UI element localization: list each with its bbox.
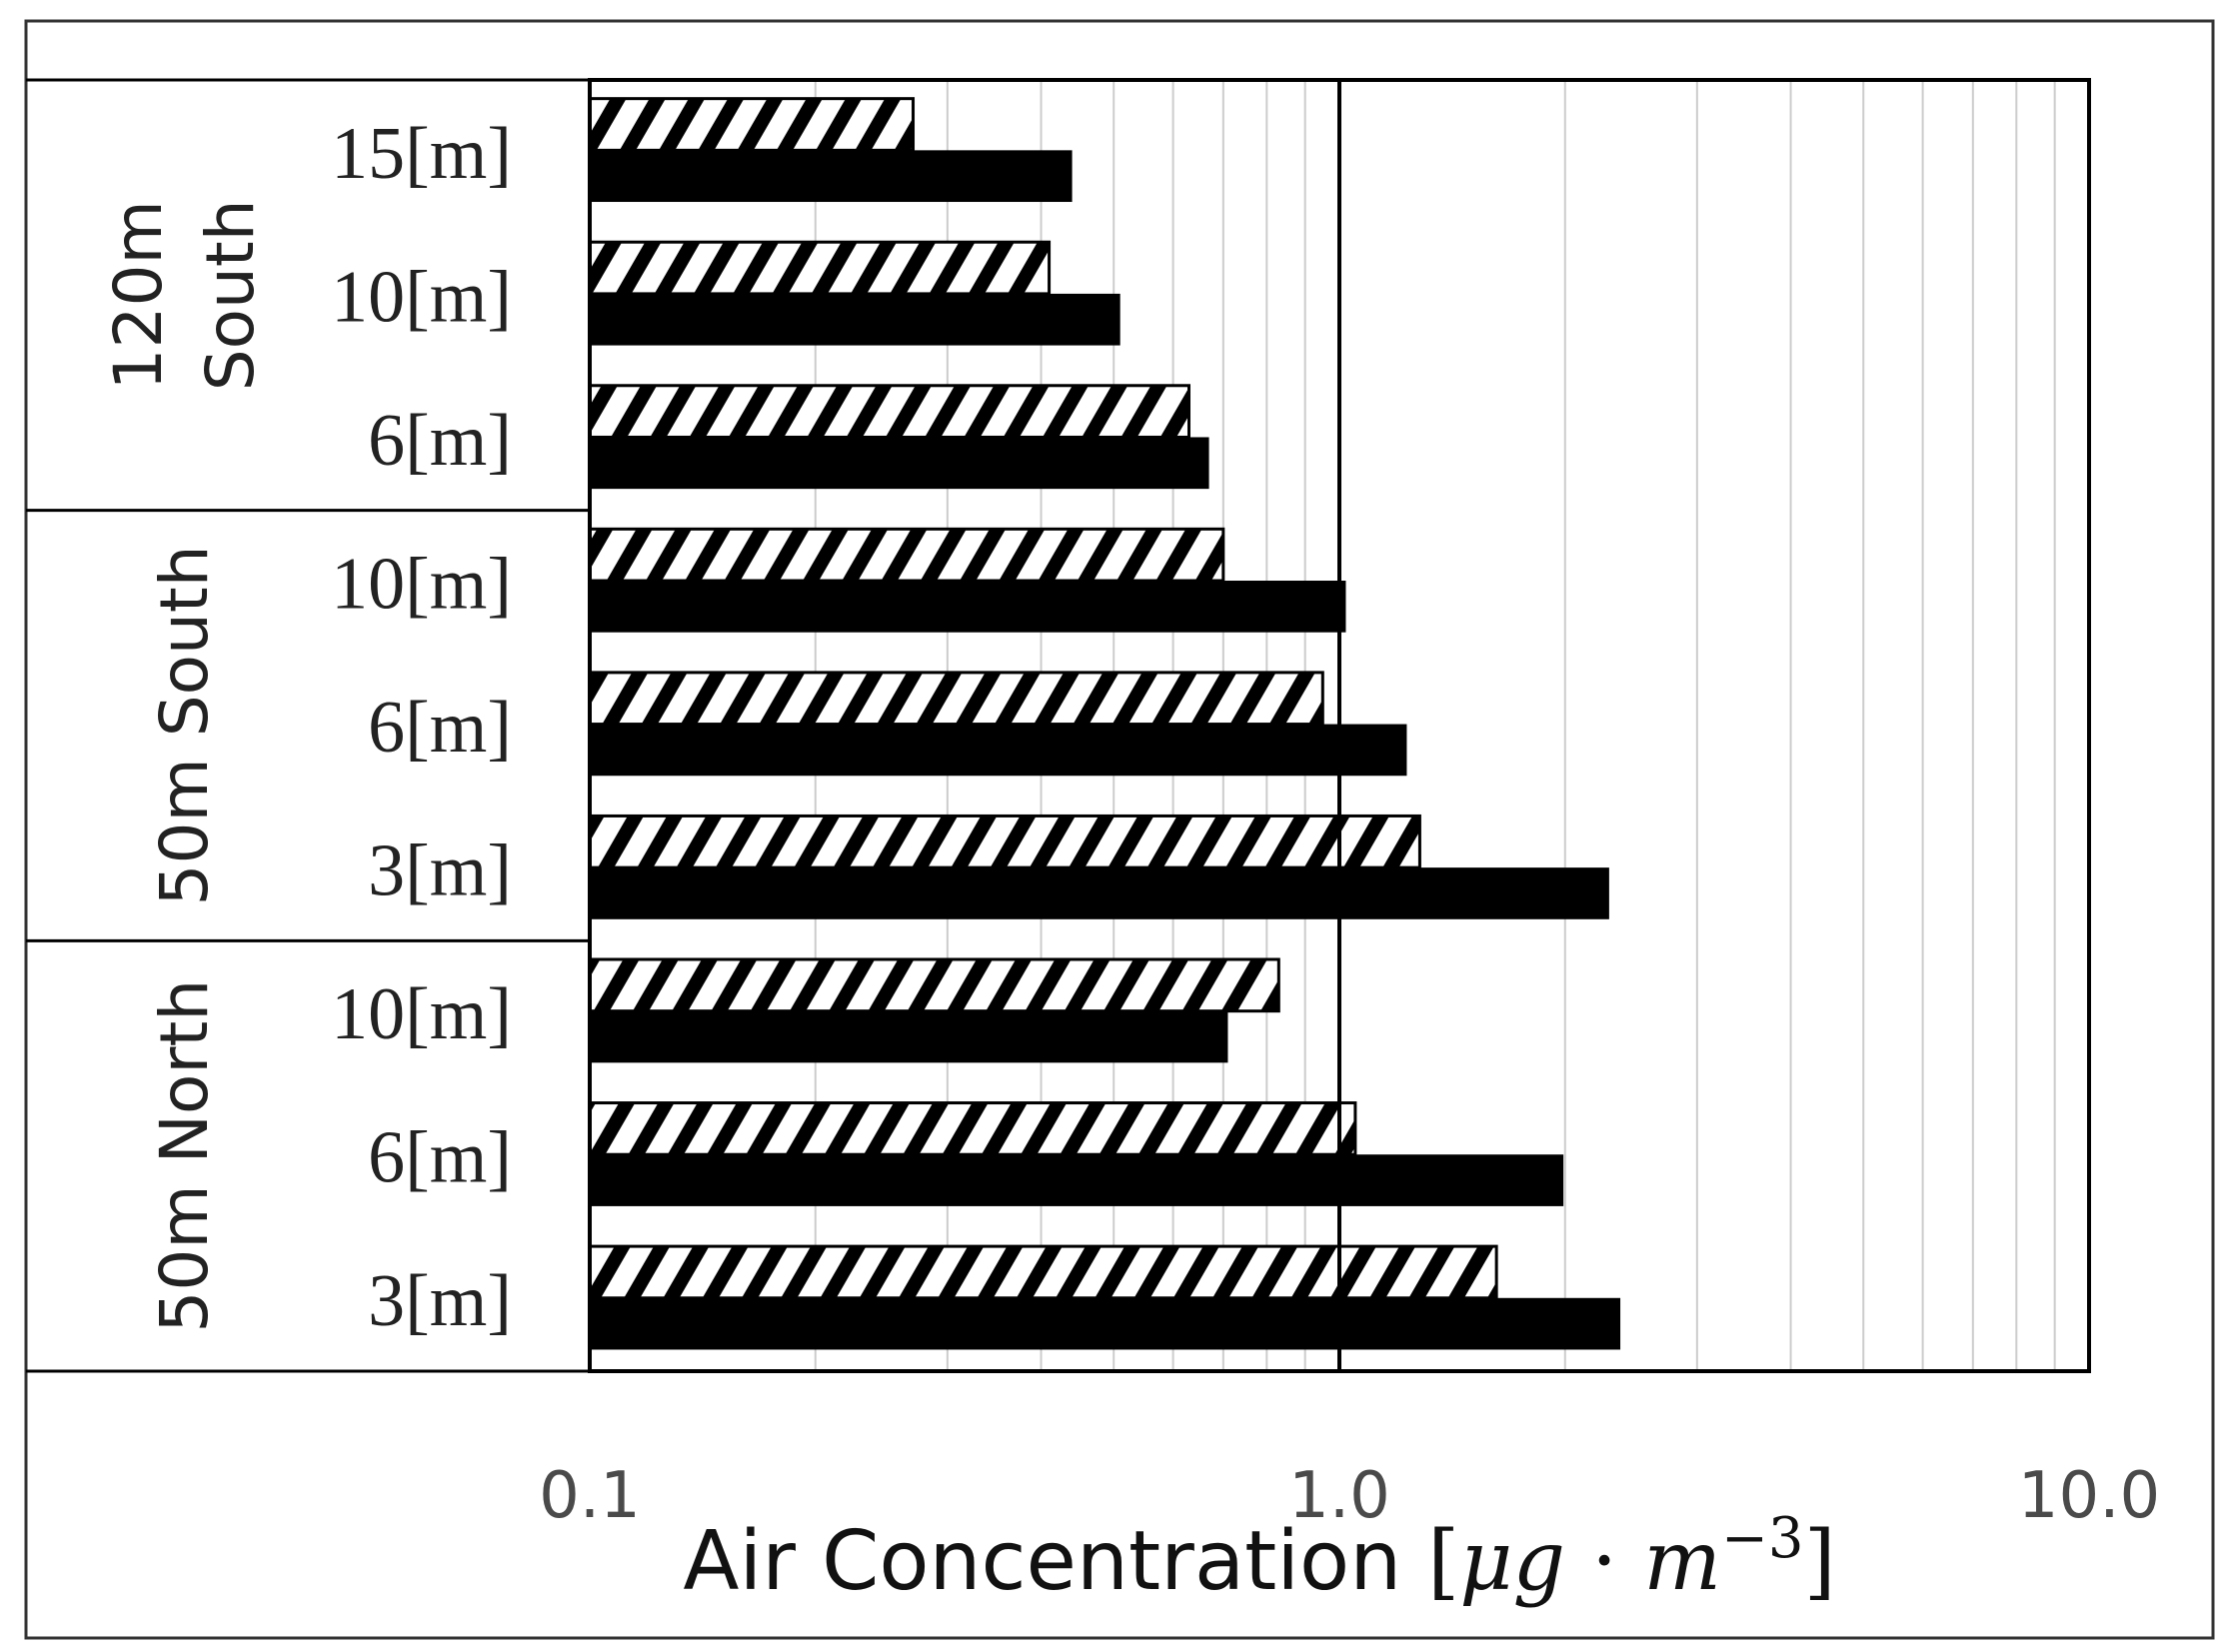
category-label: 3[m] [368, 830, 512, 912]
x-axis-title-close-bracket: ] [1804, 1514, 1836, 1609]
bar-hatched [588, 814, 1421, 869]
bar-hatched [588, 240, 1052, 296]
bars [588, 97, 1621, 1350]
group-label-line: 50m South [146, 545, 223, 905]
category-label: 6[m] [368, 400, 512, 482]
group-label-line: South [192, 199, 269, 391]
labels: 15[m] 10[m] 6[m] 10[m] 6[m] 3[m] 10[m] 6[m] 3[m]… [100, 113, 2160, 1533]
group-label: 50m North [146, 979, 223, 1333]
bar-solid [590, 1297, 1621, 1350]
bar-solid [590, 724, 1407, 777]
x-axis-title: Air Concentration [μg · m−3] [683, 1506, 1835, 1609]
bar-solid [590, 867, 1609, 919]
bar-hatched [588, 97, 916, 152]
group-label-line: 120m [100, 200, 177, 390]
bar-hatched [588, 1101, 1357, 1156]
x-axis-title-open-bracket: [ [1427, 1514, 1459, 1609]
category-label: 10[m] [331, 256, 512, 338]
category-label: 6[m] [368, 1117, 512, 1199]
x-axis-title-g: g [1513, 1514, 1566, 1609]
category-label: 6[m] [368, 687, 512, 769]
bar-solid [590, 437, 1209, 490]
x-tick-label: 10.0 [2018, 1459, 2161, 1533]
axes [26, 78, 2091, 1373]
x-tick-label: 1.0 [1288, 1459, 1390, 1533]
category-label: 10[m] [331, 973, 512, 1055]
bar-hatched [588, 957, 1280, 1013]
bar-solid [590, 293, 1120, 346]
group-label-line: 50m North [146, 979, 223, 1333]
x-axis-title-dot: · [1565, 1514, 1643, 1609]
bar-solid [590, 150, 1073, 203]
category-label: 3[m] [368, 1260, 512, 1342]
bar-solid [590, 1010, 1228, 1063]
category-label: 10[m] [331, 543, 512, 625]
x-axis-title-m: m [1643, 1514, 1721, 1609]
bar-hatched [588, 527, 1225, 583]
x-axis-title-prefix: Air Concentration [683, 1514, 1427, 1609]
x-tick-label: 0.1 [539, 1459, 641, 1533]
group-label: 50m South [146, 545, 223, 905]
group-label: 120m South [100, 199, 269, 391]
bar-solid [590, 581, 1346, 633]
plot-border [588, 78, 2091, 1373]
category-label: 15[m] [331, 113, 512, 195]
bar-hatched [588, 384, 1191, 439]
bar-solid [590, 1154, 1564, 1206]
bar-hatched [588, 1244, 1498, 1300]
bar-hatched [588, 671, 1324, 727]
x-axis-title-exponent: −3 [1721, 1506, 1804, 1571]
x-axis-title-mu: μ [1459, 1514, 1512, 1609]
